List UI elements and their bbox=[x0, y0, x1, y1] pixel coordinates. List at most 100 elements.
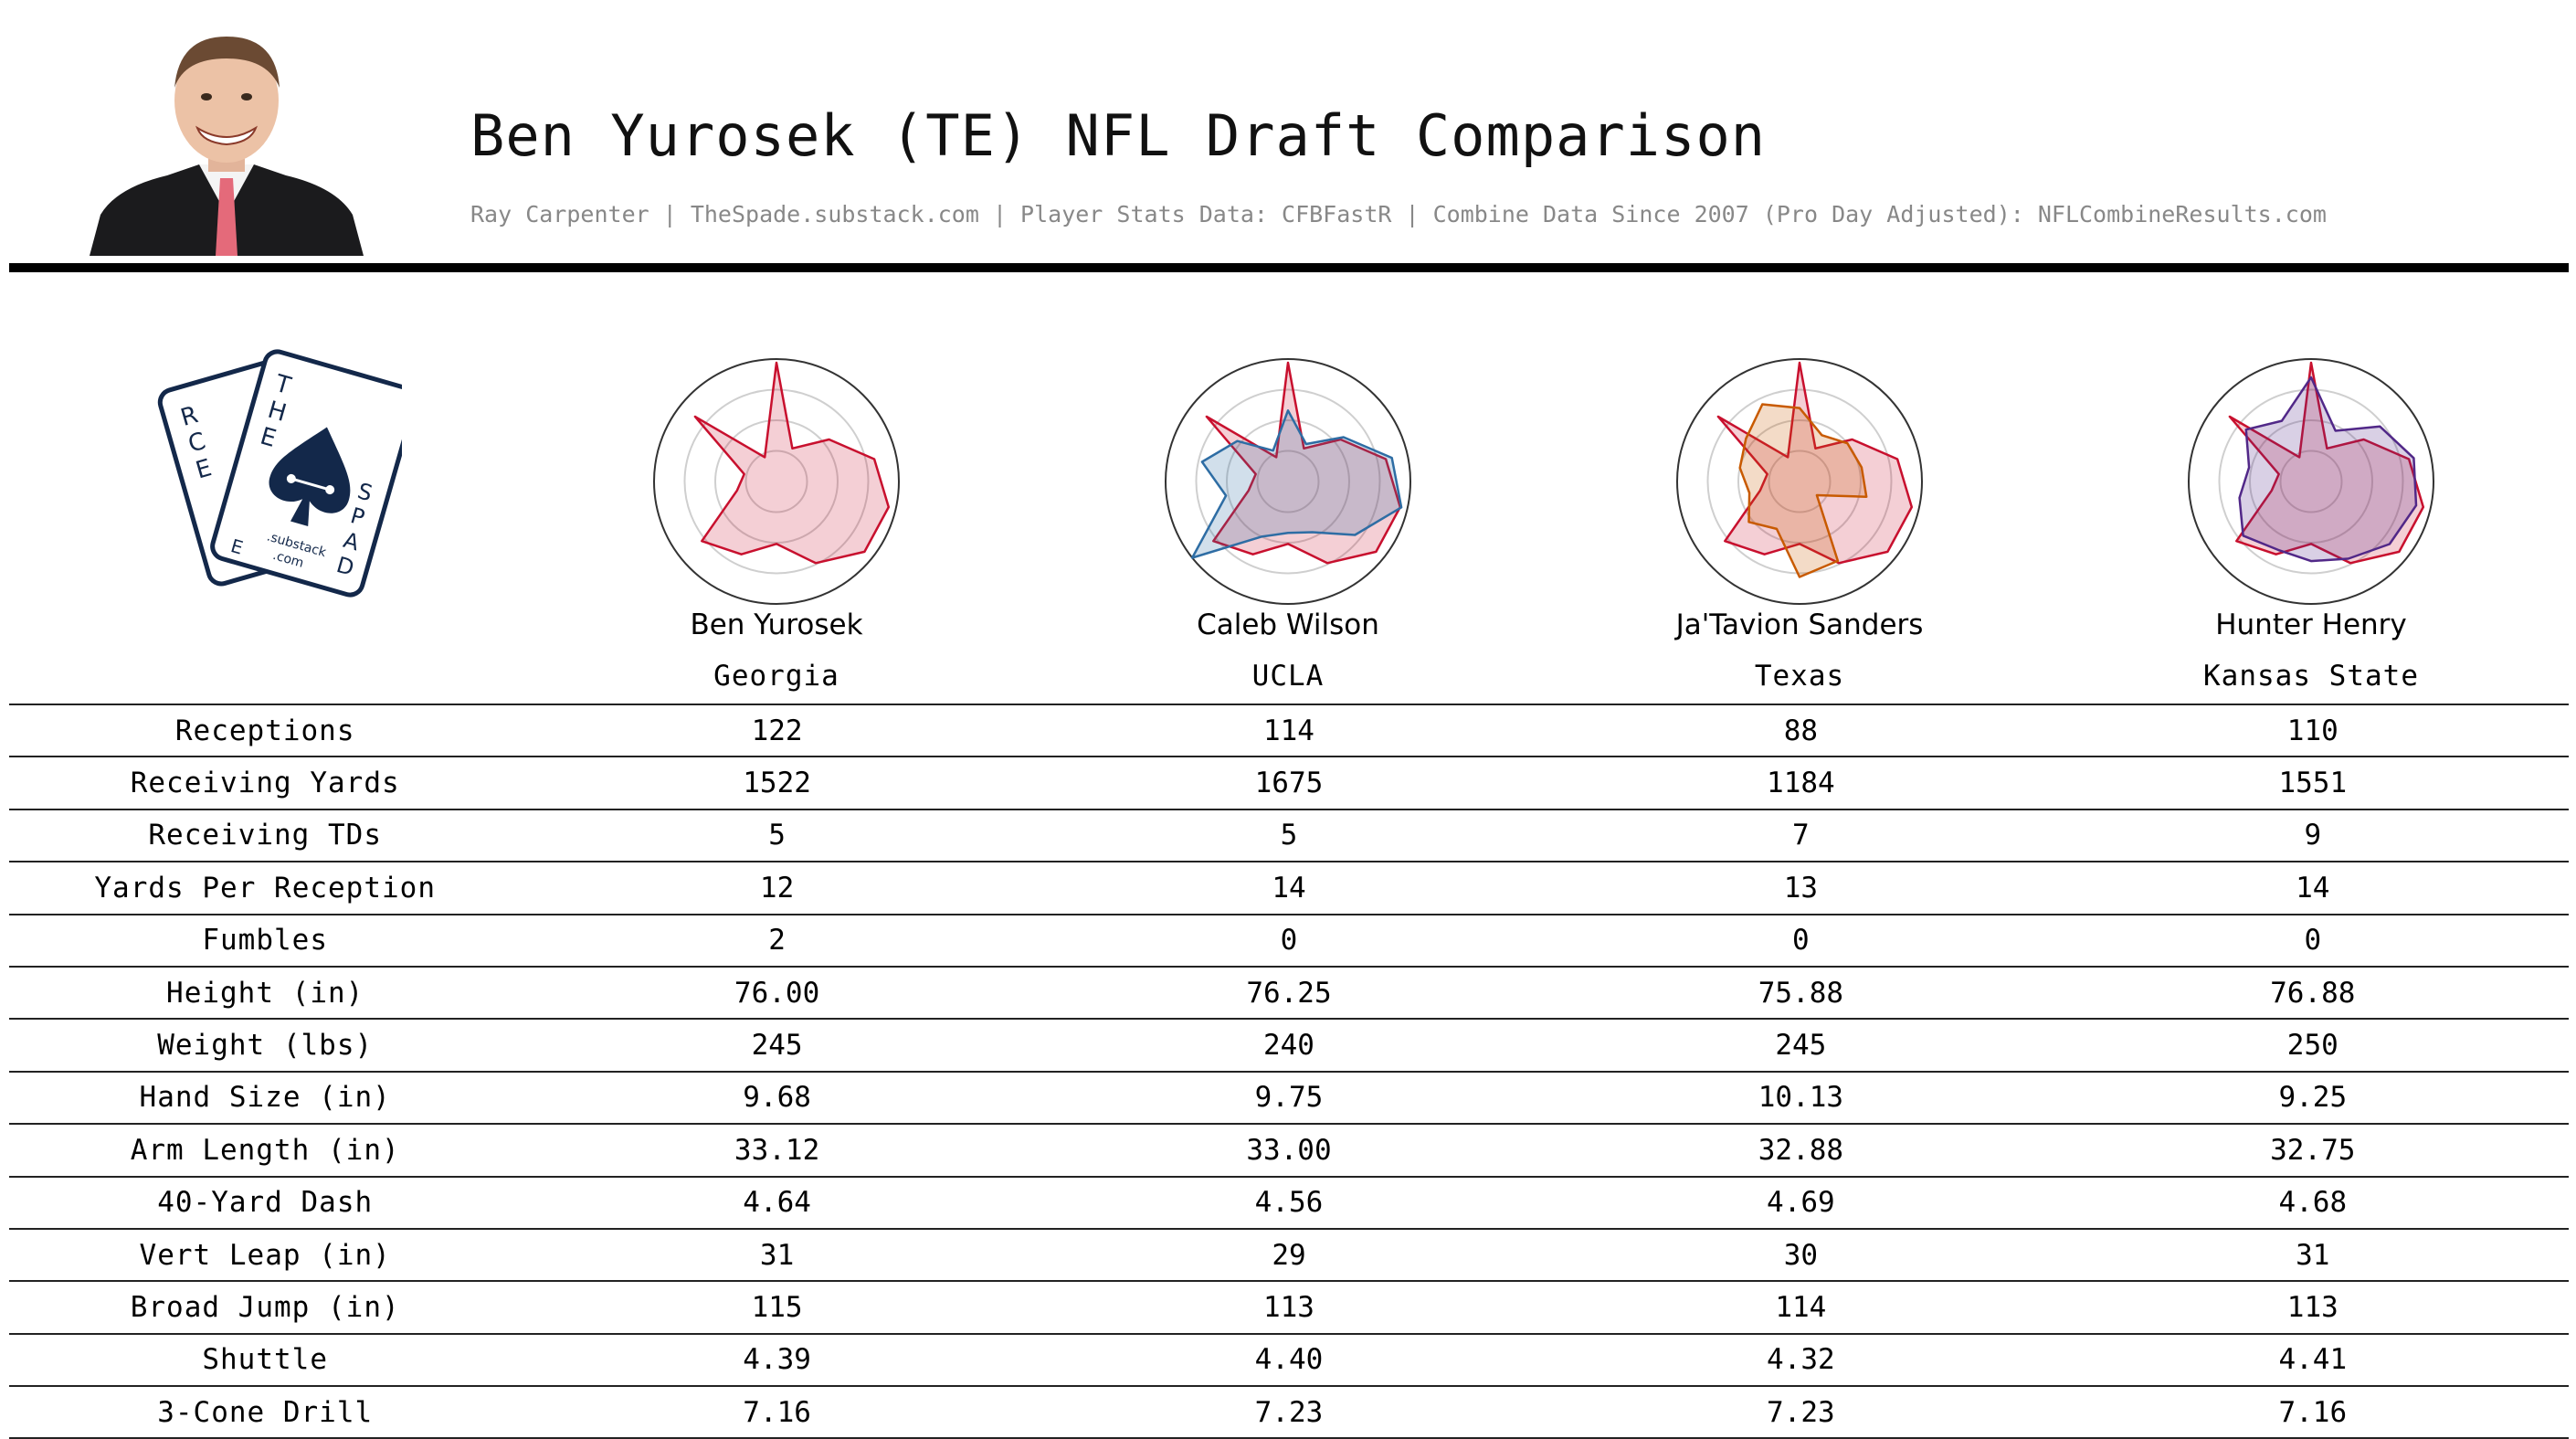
page-subtitle: Ray Carpenter | TheSpade.substack.com | … bbox=[470, 201, 2327, 227]
radar-grid-ring bbox=[714, 419, 839, 544]
stat-value: 32.75 bbox=[2056, 1123, 2569, 1177]
radar-chart-caleb-wilson bbox=[1165, 358, 1411, 605]
stat-value: 4.41 bbox=[2056, 1332, 2569, 1387]
stat-value: 245 bbox=[521, 1018, 1033, 1072]
stat-value: 7.23 bbox=[1032, 1385, 1546, 1439]
player-name: Hunter Henry bbox=[2215, 608, 2407, 641]
radar-grid-ring bbox=[2218, 388, 2404, 575]
table-row: Vert Leap (in) 31 29 30 31 bbox=[9, 1227, 2569, 1282]
table-row: Fumbles 2 0 0 0 bbox=[9, 913, 2569, 967]
stat-value: 9.25 bbox=[2056, 1070, 2569, 1125]
stat-value: 31 bbox=[521, 1227, 1033, 1282]
stat-value: 0 bbox=[2056, 913, 2569, 967]
stat-value: 245 bbox=[1545, 1018, 2057, 1072]
stat-label: Broad Jump (in) bbox=[9, 1280, 522, 1334]
radar-grid-ring bbox=[744, 450, 808, 513]
stat-value: 0 bbox=[1032, 913, 1546, 967]
stat-value: 4.68 bbox=[2056, 1175, 2569, 1229]
stat-label: 3-Cone Drill bbox=[9, 1385, 522, 1439]
radar-grid-ring bbox=[2279, 450, 2343, 513]
player-school: Georgia bbox=[713, 660, 839, 693]
stat-value: 4.40 bbox=[1032, 1332, 1546, 1387]
radar-grid-ring bbox=[1768, 450, 1832, 513]
stat-label: Fumbles bbox=[9, 913, 522, 967]
page-title: Ben Yurosek (TE) NFL Draft Comparison bbox=[470, 102, 1767, 169]
table-row: Hand Size (in) 9.68 9.75 10.13 9.25 bbox=[9, 1070, 2569, 1125]
stat-label: Hand Size (in) bbox=[9, 1070, 522, 1125]
radar-series-ben-yurosek bbox=[1716, 361, 1914, 565]
stat-label: Receptions bbox=[9, 703, 522, 757]
radar-series-ben-yurosek bbox=[1205, 361, 1402, 565]
stat-value: 240 bbox=[1032, 1018, 1546, 1072]
stat-label: Arm Length (in) bbox=[9, 1123, 522, 1177]
stat-value: 4.39 bbox=[521, 1332, 1033, 1387]
stat-value: 0 bbox=[1545, 913, 2057, 967]
radar-grid-ring bbox=[1256, 450, 1320, 513]
stat-value: 9.75 bbox=[1032, 1070, 1546, 1125]
radar-series-ja-tavion-sanders bbox=[1738, 403, 1868, 578]
table-row: Shuttle 4.39 4.40 4.32 4.41 bbox=[9, 1332, 2569, 1387]
stat-value: 1551 bbox=[2056, 756, 2569, 809]
stat-value: 31 bbox=[2056, 1227, 2569, 1282]
radar-outer-ring bbox=[2188, 358, 2434, 605]
stats-table: Receptions 122 114 88 110 Receiving Yards 1522… bbox=[9, 703, 2569, 1439]
stat-label: Weight (lbs) bbox=[9, 1018, 522, 1072]
stat-value: 250 bbox=[2056, 1018, 2569, 1072]
radar-outer-ring bbox=[1165, 358, 1411, 605]
player-name: Caleb Wilson bbox=[1197, 608, 1379, 641]
stat-value: 7 bbox=[1545, 808, 2057, 862]
stat-label: Shuttle bbox=[9, 1332, 522, 1387]
table-row: Weight (lbs) 245 240 245 250 bbox=[9, 1018, 2569, 1072]
table-row: Arm Length (in) 33.12 33.00 32.88 32.75 bbox=[9, 1123, 2569, 1177]
stat-label: Receiving TDs bbox=[9, 808, 522, 862]
radar-grid-ring bbox=[1226, 419, 1350, 544]
table-row: Receiving TDs 5 5 7 9 bbox=[9, 808, 2569, 862]
radar-chart-hunter-henry bbox=[2188, 358, 2434, 605]
table-row: 40-Yard Dash 4.64 4.56 4.69 4.68 bbox=[9, 1175, 2569, 1229]
player-school: UCLA bbox=[1251, 660, 1325, 693]
radar-chart-jatavion-sanders bbox=[1676, 358, 1923, 605]
radar-outer-ring bbox=[1676, 358, 1923, 605]
stat-label: Vert Leap (in) bbox=[9, 1227, 522, 1282]
radar-series-hunter-henry bbox=[2238, 376, 2418, 563]
stat-value: 110 bbox=[2056, 703, 2569, 757]
header-divider bbox=[9, 263, 2569, 272]
table-row: Yards Per Reception 12 14 13 14 bbox=[9, 861, 2569, 915]
stat-label: Yards Per Reception bbox=[9, 861, 522, 915]
stat-value: 9.68 bbox=[521, 1070, 1033, 1125]
stat-value: 1675 bbox=[1032, 756, 1546, 809]
radar-series-ben-yurosek bbox=[693, 361, 891, 565]
stat-value: 1184 bbox=[1545, 756, 2057, 809]
stat-value: 76.25 bbox=[1032, 965, 1546, 1020]
stat-value: 32.88 bbox=[1545, 1123, 2057, 1177]
stat-value: 4.56 bbox=[1032, 1175, 1546, 1229]
stat-value: 4.69 bbox=[1545, 1175, 2057, 1229]
stat-value: 7.23 bbox=[1545, 1385, 2057, 1439]
stat-value: 33.12 bbox=[521, 1123, 1033, 1177]
stat-value: 1522 bbox=[521, 756, 1033, 809]
stat-value: 114 bbox=[1545, 1280, 2057, 1334]
logo-front-letter: S bbox=[354, 478, 375, 506]
stat-value: 9 bbox=[2056, 808, 2569, 862]
stat-value: 7.16 bbox=[2056, 1385, 2569, 1439]
radar-grid-ring bbox=[1195, 388, 1381, 575]
stat-value: 14 bbox=[1032, 861, 1546, 915]
player-name: Ben Yurosek bbox=[690, 608, 863, 641]
stat-value: 5 bbox=[1032, 808, 1546, 862]
stat-value: 88 bbox=[1545, 703, 2057, 757]
stat-value: 13 bbox=[1545, 861, 2057, 915]
table-row: Receiving Yards 1522 1675 1184 1551 bbox=[9, 756, 2569, 809]
stat-value: 113 bbox=[2056, 1280, 2569, 1334]
stat-value: 114 bbox=[1032, 703, 1546, 757]
stat-value: 12 bbox=[521, 861, 1033, 915]
stat-label: 40-Yard Dash bbox=[9, 1175, 522, 1229]
player-name: Ja'Tavion Sanders bbox=[1675, 608, 1924, 641]
player-school: Kansas State bbox=[2203, 660, 2419, 693]
player-photo bbox=[80, 27, 373, 256]
stat-value: 29 bbox=[1032, 1227, 1546, 1282]
spade-icon bbox=[269, 427, 351, 527]
player-school: Texas bbox=[1754, 660, 1845, 693]
radar-series-caleb-wilson bbox=[1190, 409, 1403, 559]
table-row: 3-Cone Drill 7.16 7.23 7.23 7.16 bbox=[9, 1385, 2569, 1439]
radar-grid-ring bbox=[683, 388, 870, 575]
